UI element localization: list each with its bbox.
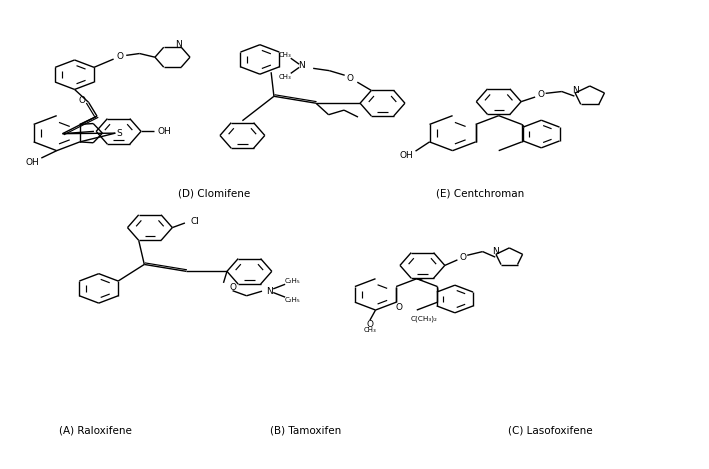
Text: CH₃: CH₃ [279,74,291,80]
Text: N: N [493,248,499,257]
Text: OH: OH [26,158,39,166]
Text: N: N [298,61,306,70]
Text: O: O [116,52,123,61]
Text: O: O [367,320,374,329]
Text: N: N [571,86,579,95]
Text: O: O [459,253,467,262]
Text: (B) Tamoxifen: (B) Tamoxifen [270,425,341,435]
Text: O: O [396,303,403,312]
Text: CH₃: CH₃ [279,52,291,58]
Text: CH₃: CH₃ [364,327,376,333]
Text: (A) Raloxifene: (A) Raloxifene [59,425,132,435]
Text: (C) Lasofoxifene: (C) Lasofoxifene [508,425,593,435]
Text: (E) Centchroman: (E) Centchroman [437,188,525,198]
Text: C(CH₃)₂: C(CH₃)₂ [411,315,437,322]
Text: (D) Clomifene: (D) Clomifene [178,188,250,198]
Text: O: O [229,282,236,292]
Text: O: O [347,74,354,83]
Text: N: N [266,287,272,295]
Text: OH: OH [158,127,172,136]
Text: C₂H₅: C₂H₅ [284,279,300,285]
Text: O: O [78,96,85,105]
Text: S: S [117,129,123,138]
Text: Cl: Cl [190,217,199,226]
Text: C₂H₅: C₂H₅ [284,297,300,303]
Text: O: O [537,90,545,99]
Text: N: N [175,39,182,48]
Text: OH: OH [400,151,413,160]
